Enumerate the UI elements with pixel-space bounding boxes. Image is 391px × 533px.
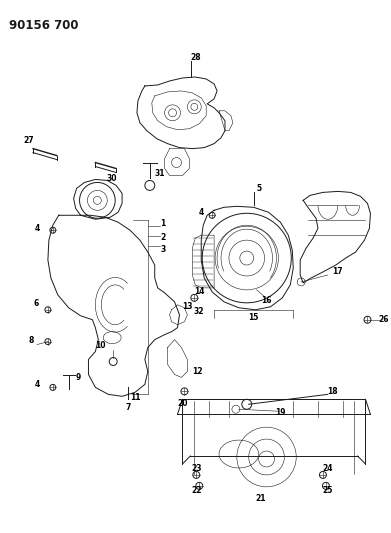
Text: 24: 24 (323, 464, 333, 473)
Text: 22: 22 (191, 486, 201, 495)
Text: 6: 6 (33, 300, 39, 308)
Text: 25: 25 (323, 486, 333, 495)
Text: 90156 700: 90156 700 (9, 19, 79, 33)
Text: 13: 13 (182, 302, 193, 311)
Text: 4: 4 (34, 224, 39, 233)
Text: 14: 14 (194, 287, 204, 296)
Text: 18: 18 (328, 387, 338, 396)
Text: 20: 20 (177, 399, 188, 408)
Text: 4: 4 (199, 208, 204, 217)
Text: 21: 21 (255, 494, 266, 503)
Text: 15: 15 (249, 313, 259, 322)
Text: 2: 2 (160, 232, 165, 241)
Text: 26: 26 (378, 315, 389, 324)
Text: 12: 12 (192, 367, 203, 376)
Text: 16: 16 (261, 296, 272, 305)
Text: 7: 7 (126, 403, 131, 412)
Text: 1: 1 (160, 219, 165, 228)
Text: 10: 10 (95, 341, 106, 350)
Text: 30: 30 (107, 174, 117, 183)
Text: 8: 8 (29, 336, 34, 345)
Text: 3: 3 (160, 245, 165, 254)
Text: 11: 11 (130, 393, 140, 402)
Text: 9: 9 (76, 373, 81, 382)
Text: 19: 19 (275, 408, 286, 417)
Text: 27: 27 (24, 136, 34, 145)
Text: 31: 31 (154, 169, 165, 178)
Text: 23: 23 (191, 464, 201, 473)
Text: 32: 32 (194, 307, 204, 316)
Text: 28: 28 (190, 53, 201, 62)
Text: 17: 17 (332, 268, 343, 277)
Text: 5: 5 (256, 184, 261, 193)
Text: 4: 4 (34, 380, 39, 389)
